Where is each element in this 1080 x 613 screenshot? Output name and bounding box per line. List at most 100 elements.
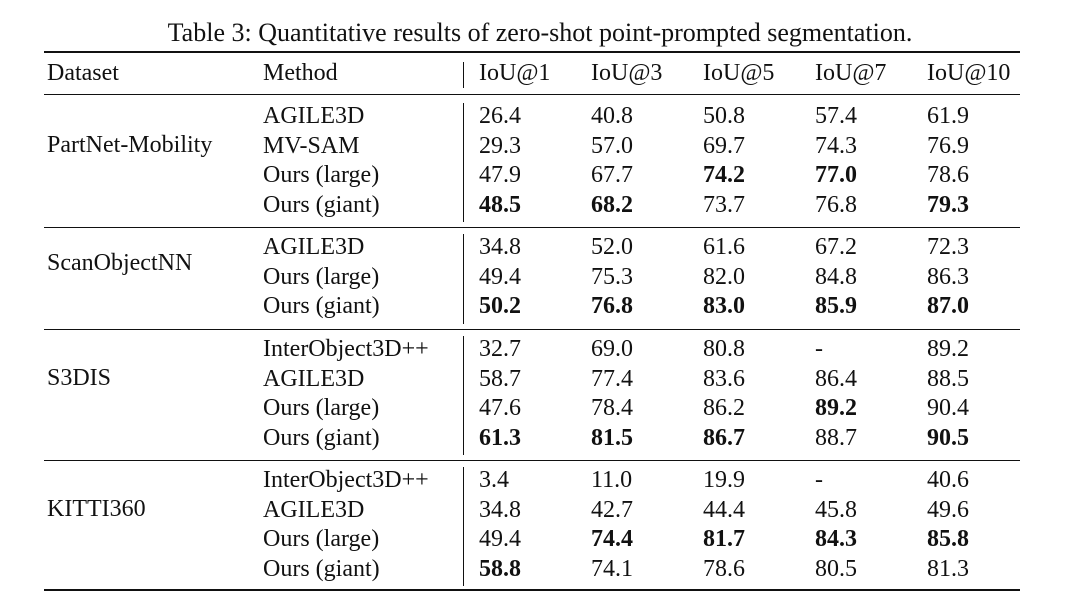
value-cell: 40.6: [927, 467, 969, 493]
value-cell: 32.7: [479, 336, 521, 362]
value-cell: 58.8: [479, 555, 521, 582]
value-cell: 76.8: [815, 191, 857, 218]
value-cell: 69.7: [703, 132, 745, 159]
dataset-label: ScanObjectNN: [47, 250, 193, 276]
value-cell: 89.2: [927, 336, 969, 362]
value-cell: 49.4: [479, 263, 521, 290]
value-cell: 78.6: [703, 555, 745, 582]
value-cell: 40.8: [591, 103, 633, 129]
value-cell: 86.2: [703, 395, 745, 421]
method-cell: MV-SAM: [263, 132, 360, 159]
value-cell: 80.8: [703, 336, 745, 362]
value-cell: 89.2: [815, 395, 857, 421]
value-cell: 67.7: [591, 162, 633, 188]
method-cell: InterObject3D++: [263, 467, 429, 493]
column-divider: [463, 234, 465, 324]
dataset-label: S3DIS: [47, 365, 112, 391]
value-cell: 85.9: [815, 293, 857, 319]
value-cell: 77.0: [815, 162, 857, 188]
value-cell: 19.9: [703, 467, 745, 493]
value-cell: 79.3: [927, 191, 969, 218]
value-cell: -: [815, 336, 823, 362]
value-cell: 68.2: [591, 191, 633, 218]
value-cell: 86.4: [815, 365, 857, 392]
method-cell: Ours (giant): [263, 424, 380, 451]
value-cell: 61.6: [703, 234, 745, 260]
value-cell: 88.7: [815, 424, 857, 451]
method-cell: Ours (large): [263, 162, 380, 188]
method-cell: Ours (giant): [263, 191, 380, 218]
header-cell: IoU@3: [591, 60, 663, 86]
value-cell: 34.8: [479, 496, 521, 523]
value-cell: 50.2: [479, 293, 521, 319]
value-cell: 49.4: [479, 526, 521, 552]
value-cell: 83.0: [703, 293, 745, 319]
value-cell: 77.4: [591, 365, 633, 392]
header-cell: IoU@5: [703, 60, 775, 86]
value-cell: 80.5: [815, 555, 857, 582]
value-cell: 84.8: [815, 263, 857, 290]
value-cell: 61.9: [927, 103, 969, 129]
value-cell: 29.3: [479, 132, 521, 159]
value-cell: 81.7: [703, 526, 745, 552]
value-cell: 57.4: [815, 103, 857, 129]
table-caption: Table 3: Quantitative results of zero-sh…: [167, 18, 913, 47]
value-cell: 74.3: [815, 132, 857, 159]
value-cell: 76.9: [927, 132, 969, 159]
value-cell: 90.4: [927, 395, 969, 421]
value-cell: 76.8: [591, 293, 633, 319]
value-cell: 50.8: [703, 103, 745, 129]
header-cell: Dataset: [47, 60, 119, 86]
header-cell: IoU@10: [927, 60, 1011, 86]
method-cell: Ours (giant): [263, 293, 380, 319]
top-rule: [44, 51, 1020, 53]
value-cell: 82.0: [703, 263, 745, 290]
header-cell: IoU@7: [815, 60, 887, 86]
value-cell: 86.7: [703, 424, 745, 451]
column-divider: [463, 62, 465, 88]
value-cell: 61.3: [479, 424, 521, 451]
value-cell: 78.4: [591, 395, 633, 421]
value-cell: 85.8: [927, 526, 969, 552]
value-cell: 81.5: [591, 424, 633, 451]
value-cell: 75.3: [591, 263, 633, 290]
value-cell: 48.5: [479, 191, 521, 218]
value-cell: 49.6: [927, 496, 969, 523]
value-cell: 26.4: [479, 103, 521, 129]
value-cell: 72.3: [927, 234, 969, 260]
value-cell: 42.7: [591, 496, 633, 523]
value-cell: 34.8: [479, 234, 521, 260]
header-rule: [44, 94, 1020, 96]
value-cell: 45.8: [815, 496, 857, 523]
dataset-label: PartNet-Mobility: [47, 132, 213, 158]
method-cell: AGILE3D: [263, 365, 365, 392]
dataset-label: KITTI360: [47, 496, 146, 522]
column-divider: [463, 467, 465, 586]
value-cell: 90.5: [927, 424, 969, 451]
header-cell: Method: [263, 60, 338, 86]
method-cell: AGILE3D: [263, 496, 365, 523]
value-cell: 88.5: [927, 365, 969, 392]
value-cell: 67.2: [815, 234, 857, 260]
value-cell: 86.3: [927, 263, 969, 290]
value-cell: 74.1: [591, 555, 633, 582]
value-cell: 11.0: [591, 467, 633, 493]
value-cell: 74.4: [591, 526, 633, 552]
value-cell: 69.0: [591, 336, 633, 362]
column-divider: [463, 103, 465, 222]
method-cell: Ours (large): [263, 526, 380, 552]
value-cell: 73.7: [703, 191, 745, 218]
value-cell: 44.4: [703, 496, 745, 523]
value-cell: 81.3: [927, 555, 969, 582]
value-cell: 47.6: [479, 395, 521, 421]
group-rule: [44, 328, 1020, 330]
group-rule: [44, 460, 1020, 462]
header-cell: IoU@1: [479, 60, 551, 86]
method-cell: AGILE3D: [263, 103, 365, 129]
bottom-rule: [44, 589, 1020, 591]
group-rule: [44, 227, 1020, 229]
value-cell: 87.0: [927, 293, 969, 319]
method-cell: Ours (giant): [263, 555, 380, 582]
value-cell: 84.3: [815, 526, 857, 552]
method-cell: AGILE3D: [263, 234, 365, 260]
